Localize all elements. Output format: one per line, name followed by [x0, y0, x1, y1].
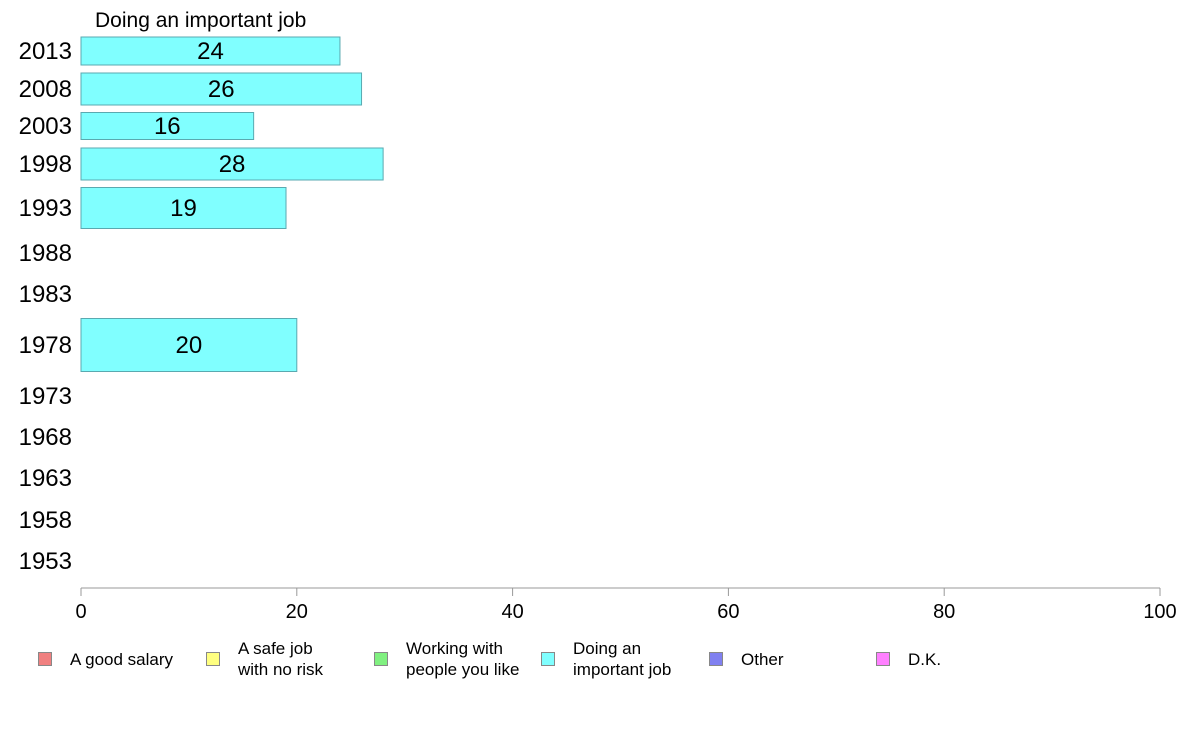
year-label-2013: 2013 [19, 38, 72, 65]
year-label-1968: 1968 [19, 424, 72, 451]
bar-value-label-2003: 16 [154, 113, 181, 140]
legend-item-5: Other [709, 637, 784, 681]
legend-label: A safe job with no risk [238, 639, 324, 679]
year-label-1973: 1973 [19, 383, 72, 410]
bar-2013 [80, 36, 341, 66]
bar-2003 [80, 112, 255, 140]
bar-1993 [80, 187, 287, 229]
bar-chart: Doing an important job 2013 2008 2003 1998 1… [19, 9, 1177, 623]
bars [80, 36, 384, 372]
chart-title: Doing an important job [95, 9, 306, 32]
legend-label: Working with people you like [406, 639, 520, 679]
legend-swatch [374, 652, 388, 666]
legend-label: Other [741, 649, 784, 669]
legend-label: A good salary [70, 649, 174, 669]
x-axis-ticks: 0 20 40 60 80 100 [75, 588, 1177, 623]
year-label-1958: 1958 [19, 507, 72, 534]
bar-value-label-2013: 24 [197, 38, 224, 65]
bar-value-label-1978: 20 [176, 332, 203, 359]
legend-label: Doing an important job [573, 639, 672, 679]
year-labels: 2013 2008 2003 1998 1993 1988 1983 1978 1973 1968… [19, 38, 72, 575]
year-label-2003: 2003 [19, 113, 72, 140]
year-label-1993: 1993 [19, 195, 72, 222]
x-tick-label-80: 80 [933, 601, 955, 623]
bar-value-labels: 24 26 16 28 19 20 [154, 38, 245, 359]
x-tick-label-0: 0 [75, 601, 86, 623]
year-label-2008: 2008 [19, 76, 72, 103]
x-tick-label-100: 100 [1143, 601, 1176, 623]
bar-2008 [80, 72, 363, 106]
x-tick-label-40: 40 [501, 601, 523, 623]
legend-swatch [38, 652, 52, 666]
x-tick-label-60: 60 [717, 601, 739, 623]
bar-value-label-1998: 28 [219, 151, 246, 178]
legend: A good salary A safe job with no risk Work… [38, 637, 1158, 681]
legend-item-6: D.K. [876, 637, 941, 681]
year-label-1998: 1998 [19, 151, 72, 178]
legend-swatch [876, 652, 890, 666]
legend-swatch [206, 652, 220, 666]
bar-1998 [80, 147, 384, 181]
legend-swatch [709, 652, 723, 666]
bar-value-label-1993: 19 [170, 195, 197, 222]
legend-item-2: A safe job with no risk [206, 637, 323, 681]
legend-item-1: A good salary [38, 637, 173, 681]
year-label-1988: 1988 [19, 240, 72, 267]
legend-item-4: Doing an important job [541, 637, 671, 681]
bar-1978 [80, 318, 298, 372]
legend-item-3: Working with people you like [374, 637, 519, 681]
year-label-1983: 1983 [19, 281, 72, 308]
year-label-1963: 1963 [19, 465, 72, 492]
legend-label: D.K. [908, 649, 942, 669]
legend-swatch [541, 652, 555, 666]
x-tick-label-20: 20 [286, 601, 308, 623]
year-label-1953: 1953 [19, 548, 72, 575]
year-label-1978: 1978 [19, 332, 72, 359]
bar-value-label-2008: 26 [208, 76, 235, 103]
